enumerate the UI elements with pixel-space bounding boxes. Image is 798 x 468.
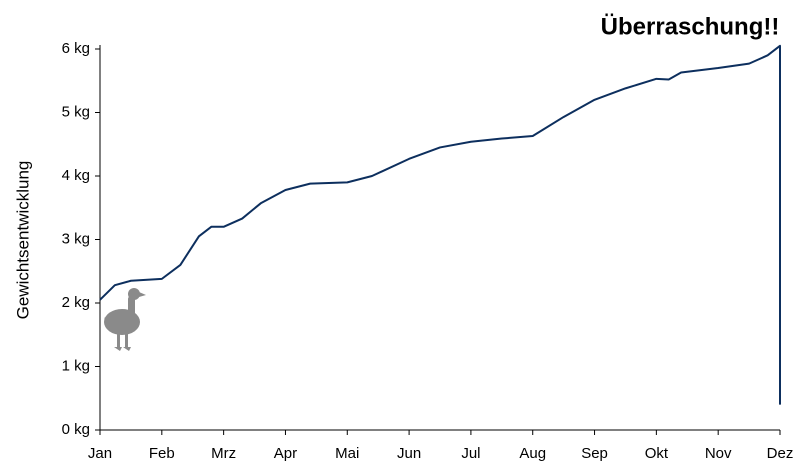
x-tick-label: Dez — [767, 445, 794, 462]
goose-icon — [104, 288, 146, 351]
x-tick-label: Apr — [274, 445, 297, 462]
y-tick-label: 2 kg — [62, 294, 90, 311]
y-tick-label: 0 kg — [62, 421, 90, 438]
y-tick-label: 5 kg — [62, 103, 90, 120]
x-tick-label: Okt — [645, 445, 669, 462]
x-tick-label: Mai — [335, 445, 359, 462]
y-tick-label: 6 kg — [62, 40, 90, 57]
x-tick-label: Nov — [705, 445, 732, 462]
x-tick-label: Feb — [149, 445, 175, 462]
x-tick-label: Jun — [397, 445, 421, 462]
x-tick-label: Aug — [519, 445, 546, 462]
x-tick-label: Jul — [461, 445, 480, 462]
chart-title: Überraschung!! — [601, 13, 780, 40]
data-line — [99, 44, 781, 405]
x-tick-label: Mrz — [211, 445, 236, 462]
x-tick-label: Sep — [581, 445, 608, 462]
y-tick-label: 3 kg — [62, 230, 90, 247]
y-tick-label: 1 kg — [62, 357, 90, 374]
y-axis-label: Gewichtsentwicklung — [13, 161, 32, 320]
x-tick-label: Jan — [88, 445, 112, 462]
y-tick-label: 4 kg — [62, 167, 90, 184]
